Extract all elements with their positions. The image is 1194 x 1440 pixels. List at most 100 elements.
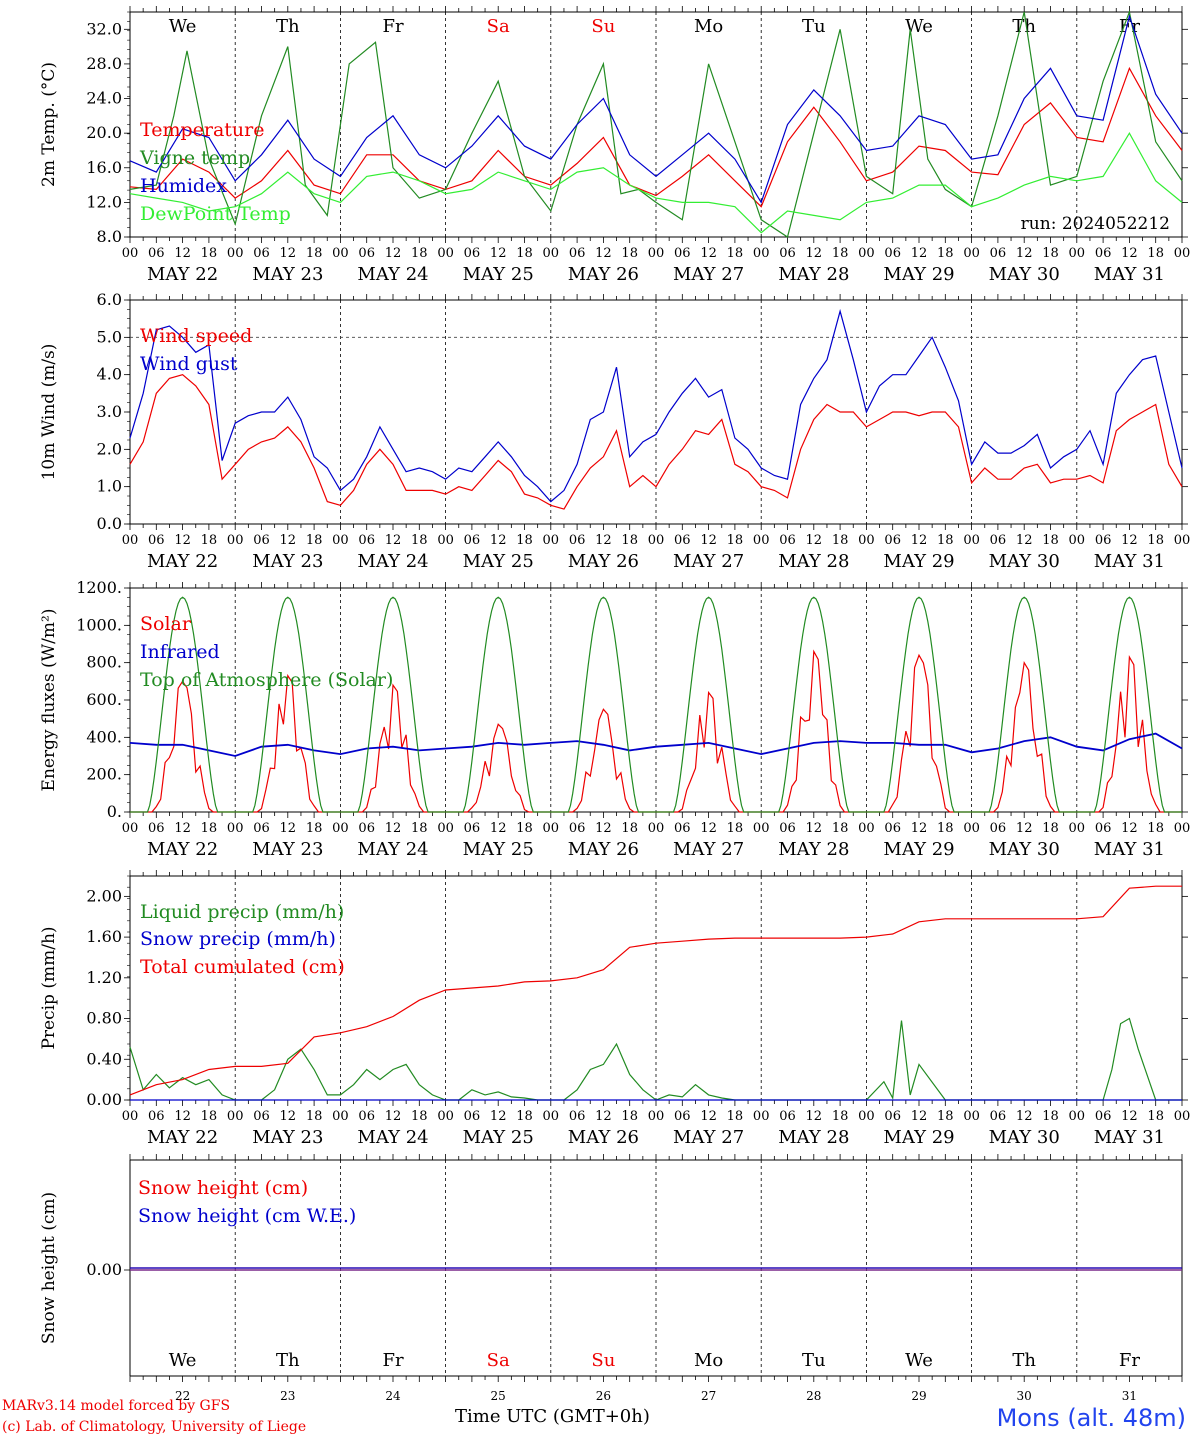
day-name-label: Su bbox=[591, 16, 615, 37]
legend-entry: Wind speed bbox=[140, 325, 252, 347]
hour-tick-label: 00 bbox=[437, 821, 454, 836]
day-name-label: Fr bbox=[382, 1350, 403, 1371]
hour-tick-label: 12 bbox=[490, 821, 507, 836]
y-axis-label: 10m Wind (m/s) bbox=[39, 344, 59, 481]
hour-tick-label: 12 bbox=[1121, 246, 1138, 261]
hour-tick-label: 06 bbox=[148, 533, 165, 548]
y-tick-label: 6.0 bbox=[97, 290, 122, 309]
day-number-label: 25 bbox=[491, 1389, 506, 1403]
hour-tick-label: 06 bbox=[253, 246, 270, 261]
hour-tick-label: 06 bbox=[1095, 1109, 1112, 1124]
date-label: MAY 25 bbox=[463, 839, 534, 860]
hour-tick-label: 18 bbox=[201, 246, 218, 261]
date-label: MAY 27 bbox=[673, 839, 744, 860]
hour-tick-label: 12 bbox=[1121, 1109, 1138, 1124]
day-name-label: Mo bbox=[694, 1350, 723, 1371]
y-tick-label: 4.0 bbox=[97, 365, 122, 384]
legend-entry: Wind gust bbox=[140, 353, 238, 375]
lab-credit: (c) Lab. of Climatology, University of L… bbox=[2, 1419, 307, 1435]
date-label: MAY 23 bbox=[252, 551, 323, 572]
hour-tick-label: 00 bbox=[332, 246, 349, 261]
day-number-label: 31 bbox=[1122, 1389, 1137, 1403]
legend-entry: Top of Atmosphere (Solar) bbox=[140, 669, 393, 691]
legend-entry: Vigne temp bbox=[139, 147, 250, 169]
day-name-label: Tu bbox=[802, 16, 826, 37]
date-label: MAY 26 bbox=[568, 551, 639, 572]
series-top-of-atmosphere-solar-line bbox=[130, 596, 1182, 813]
hour-tick-label: 00 bbox=[122, 821, 139, 836]
hour-tick-label: 06 bbox=[569, 821, 586, 836]
y-tick-label: 0.00 bbox=[86, 1260, 122, 1279]
hour-tick-label: 00 bbox=[122, 246, 139, 261]
hour-tick-label: 12 bbox=[1016, 821, 1033, 836]
date-label: MAY 26 bbox=[568, 1127, 639, 1148]
date-label: MAY 30 bbox=[989, 264, 1060, 285]
y-tick-label: 600. bbox=[86, 690, 122, 709]
date-label: MAY 28 bbox=[778, 551, 849, 572]
hour-tick-label: 00 bbox=[753, 821, 770, 836]
date-label: MAY 22 bbox=[147, 551, 218, 572]
hour-tick-label: 06 bbox=[674, 533, 691, 548]
hour-tick-label: 18 bbox=[1147, 1109, 1164, 1124]
hour-tick-label: 12 bbox=[700, 533, 717, 548]
hour-tick-label: 00 bbox=[858, 246, 875, 261]
hour-tick-label: 18 bbox=[411, 533, 428, 548]
y-tick-label: 16.0 bbox=[86, 158, 122, 177]
hour-tick-label: 06 bbox=[358, 1109, 375, 1124]
day-number-label: 30 bbox=[1017, 1389, 1032, 1403]
hour-tick-label: 12 bbox=[1121, 533, 1138, 548]
model-credit: MARv3.14 model forced by GFS bbox=[2, 1398, 231, 1414]
y-tick-label: 0.40 bbox=[86, 1049, 122, 1068]
hour-tick-label: 00 bbox=[648, 1109, 665, 1124]
date-label: MAY 25 bbox=[463, 264, 534, 285]
hour-tick-label: 12 bbox=[1121, 821, 1138, 836]
hour-tick-label: 12 bbox=[806, 1109, 823, 1124]
hour-tick-label: 18 bbox=[727, 246, 744, 261]
date-label: MAY 30 bbox=[989, 839, 1060, 860]
hour-tick-label: 00 bbox=[543, 533, 560, 548]
hour-tick-label: 00 bbox=[543, 246, 560, 261]
series-wind-gust-line bbox=[129, 308, 1183, 503]
hour-tick-label: 18 bbox=[306, 246, 323, 261]
hour-tick-label: 06 bbox=[884, 533, 901, 548]
hour-tick-label: 00 bbox=[1069, 246, 1086, 261]
hour-tick-label: 12 bbox=[911, 1109, 928, 1124]
hour-tick-label: 18 bbox=[1042, 1109, 1059, 1124]
hour-tick-label: 00 bbox=[1069, 1109, 1086, 1124]
y-tick-label: 1200. bbox=[76, 578, 122, 597]
date-label: MAY 30 bbox=[989, 551, 1060, 572]
date-label: MAY 25 bbox=[463, 551, 534, 572]
hour-tick-label: 12 bbox=[385, 533, 402, 548]
hour-tick-label: 12 bbox=[490, 533, 507, 548]
hour-tick-label: 00 bbox=[963, 246, 980, 261]
hour-tick-label: 12 bbox=[280, 821, 297, 836]
y-tick-label: 32.0 bbox=[86, 19, 122, 38]
legend-entry: DewPoint Temp bbox=[140, 203, 291, 225]
date-label: MAY 25 bbox=[463, 1127, 534, 1148]
date-label: MAY 27 bbox=[673, 1127, 744, 1148]
day-name-label: Fr bbox=[1119, 16, 1140, 37]
hour-tick-label: 12 bbox=[700, 246, 717, 261]
y-axis-label: 2m Temp. (°C) bbox=[39, 62, 59, 187]
legend-entry: Humidex bbox=[140, 175, 227, 197]
panel-2: 0.0 1.0 2.0 3.0 4.0 5.0 6.0 10m Wind (m/s) 00 06 1… bbox=[39, 290, 1190, 572]
hour-tick-label: 12 bbox=[1016, 1109, 1033, 1124]
hour-tick-label: 06 bbox=[990, 246, 1007, 261]
y-axis-label: Snow height (cm) bbox=[39, 1192, 59, 1344]
hour-tick-label: 06 bbox=[253, 1109, 270, 1124]
day-name-label: We bbox=[905, 1350, 933, 1371]
hour-tick-label: 18 bbox=[832, 1109, 849, 1124]
hour-tick-label: 18 bbox=[727, 821, 744, 836]
day-name-label: Fr bbox=[382, 16, 403, 37]
hour-tick-label: 12 bbox=[595, 533, 612, 548]
date-label: MAY 30 bbox=[989, 1127, 1060, 1148]
hour-tick-label: 12 bbox=[385, 821, 402, 836]
hour-tick-label: 00 bbox=[1069, 533, 1086, 548]
series-infrared-line bbox=[129, 732, 1183, 757]
panel-3: 0. 200. 400. 600. 800. 1000. 1200. Energy fluxe… bbox=[39, 578, 1190, 860]
y-axis-label: Energy fluxes (W/m²) bbox=[39, 609, 59, 792]
hour-tick-label: 12 bbox=[174, 246, 191, 261]
y-tick-label: 2.00 bbox=[86, 886, 122, 905]
date-label: MAY 27 bbox=[673, 551, 744, 572]
x-axis-title: Time UTC (GMT+0h) bbox=[455, 1406, 650, 1427]
